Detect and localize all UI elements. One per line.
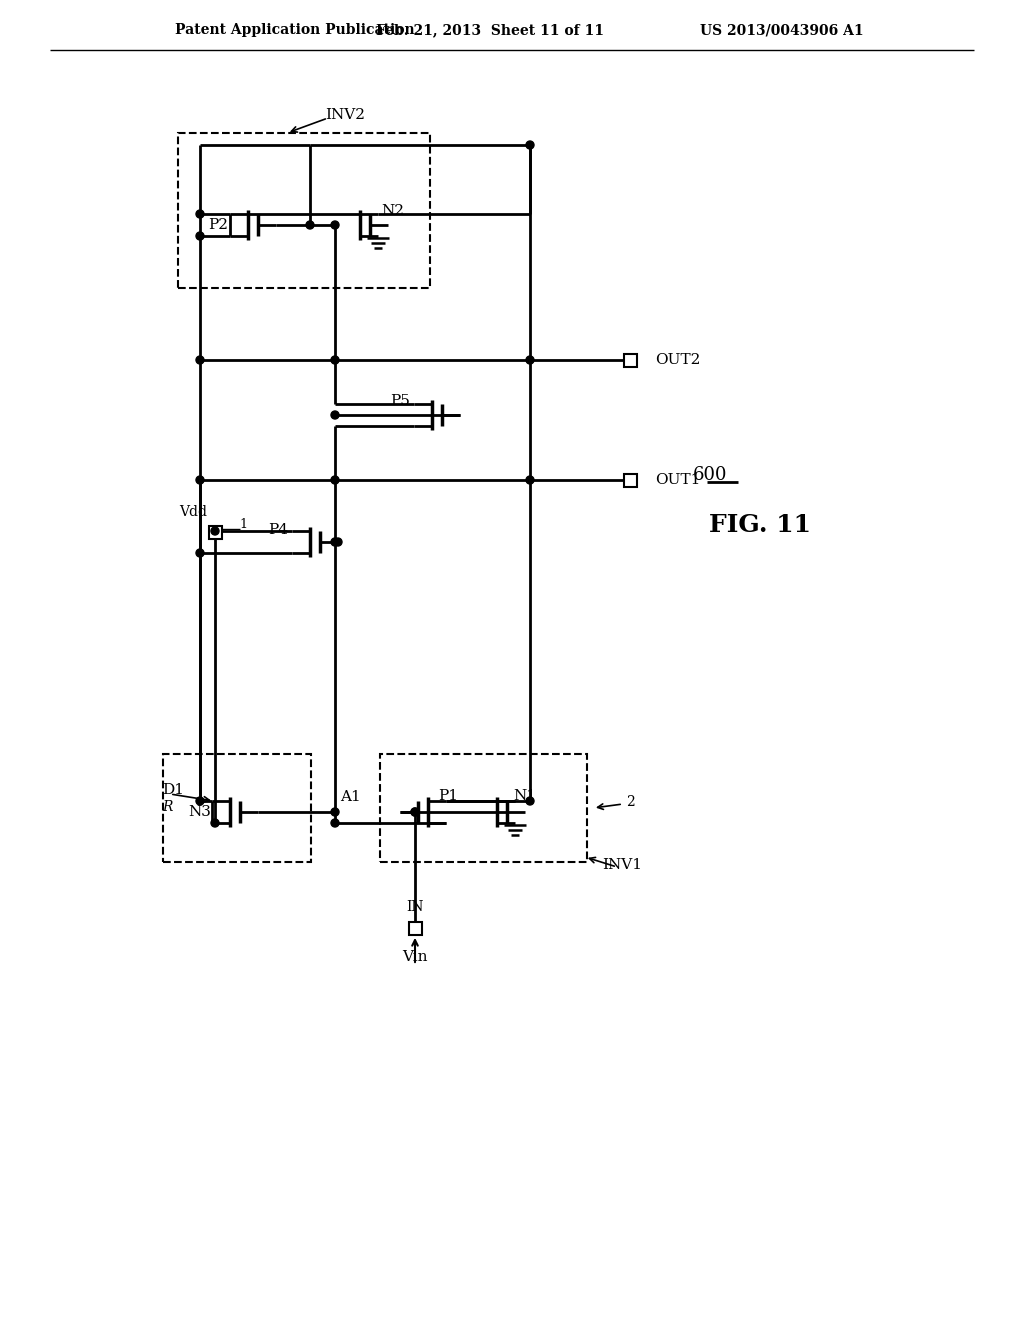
Circle shape: [196, 232, 204, 240]
Text: INV1: INV1: [602, 858, 642, 873]
Bar: [163, 754, 311, 862]
Text: A1: A1: [340, 789, 360, 804]
Circle shape: [331, 220, 339, 228]
Circle shape: [331, 818, 339, 828]
Text: N2: N2: [382, 205, 404, 218]
Text: US 2013/0043906 A1: US 2013/0043906 A1: [700, 22, 863, 37]
Text: OUT2: OUT2: [655, 352, 700, 367]
Circle shape: [196, 477, 204, 484]
Text: P5: P5: [390, 393, 410, 408]
Circle shape: [196, 797, 204, 805]
Bar: [409, 921, 422, 935]
Circle shape: [331, 411, 339, 418]
Circle shape: [411, 808, 419, 816]
Text: 1: 1: [239, 519, 247, 532]
Circle shape: [331, 808, 339, 816]
Text: D1: D1: [162, 783, 184, 797]
Text: Vdd: Vdd: [179, 506, 207, 519]
Circle shape: [196, 210, 204, 218]
Circle shape: [306, 220, 314, 228]
Bar: [624, 474, 637, 487]
Text: N3: N3: [188, 805, 211, 818]
Bar: [209, 525, 221, 539]
Text: 2: 2: [626, 795, 635, 809]
Circle shape: [211, 818, 219, 828]
Text: IN: IN: [407, 900, 424, 913]
Text: 600: 600: [693, 466, 727, 484]
Text: P1: P1: [438, 789, 458, 803]
Text: Patent Application Publication: Patent Application Publication: [175, 22, 415, 37]
Circle shape: [331, 356, 339, 364]
Circle shape: [196, 549, 204, 557]
Circle shape: [526, 477, 534, 484]
Text: P4: P4: [268, 523, 288, 537]
Bar: [178, 133, 430, 288]
Text: FIG. 11: FIG. 11: [709, 513, 811, 537]
Bar: [624, 354, 637, 367]
Circle shape: [526, 797, 534, 805]
Text: INV2: INV2: [325, 108, 365, 121]
Circle shape: [411, 808, 419, 816]
Circle shape: [526, 356, 534, 364]
Circle shape: [211, 527, 219, 535]
Circle shape: [334, 539, 342, 546]
Circle shape: [526, 141, 534, 149]
Text: OUT1: OUT1: [655, 473, 700, 487]
Bar: [380, 754, 587, 862]
Text: R: R: [162, 800, 172, 814]
Text: N1: N1: [513, 789, 537, 803]
Text: Feb. 21, 2013  Sheet 11 of 11: Feb. 21, 2013 Sheet 11 of 11: [376, 22, 604, 37]
Text: P2: P2: [208, 218, 228, 232]
Circle shape: [196, 356, 204, 364]
Text: Vin: Vin: [402, 950, 428, 964]
Circle shape: [331, 539, 339, 546]
Circle shape: [331, 477, 339, 484]
